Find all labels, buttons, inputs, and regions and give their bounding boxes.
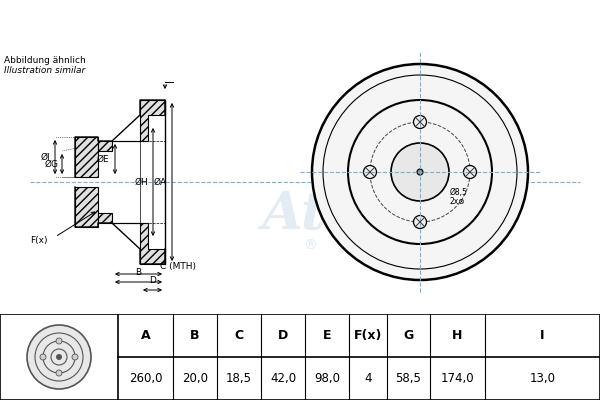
Text: 260,0: 260,0	[129, 372, 162, 385]
Text: ØE: ØE	[97, 154, 109, 164]
Text: 13,0: 13,0	[530, 372, 556, 385]
Polygon shape	[98, 213, 112, 223]
Text: B: B	[136, 268, 142, 277]
Text: B: B	[190, 329, 200, 342]
Circle shape	[40, 354, 46, 360]
Circle shape	[413, 216, 427, 228]
Text: 420187: 420187	[395, 15, 482, 35]
Circle shape	[348, 100, 492, 244]
Text: F(x): F(x)	[31, 236, 48, 244]
Text: 18,5: 18,5	[226, 372, 252, 385]
Text: 20,0: 20,0	[182, 372, 208, 385]
Circle shape	[312, 64, 528, 280]
Text: ØG: ØG	[45, 160, 59, 168]
Text: 42,0: 42,0	[270, 372, 296, 385]
Text: 98,0: 98,0	[314, 372, 340, 385]
Text: H: H	[452, 329, 463, 342]
Text: ®: ®	[303, 239, 317, 253]
Circle shape	[464, 166, 476, 178]
Circle shape	[72, 354, 78, 360]
Polygon shape	[98, 141, 112, 151]
Text: Ø8,5: Ø8,5	[450, 188, 468, 196]
Text: C (MTH): C (MTH)	[160, 262, 196, 271]
Circle shape	[323, 75, 517, 269]
Text: D: D	[149, 276, 156, 285]
Text: F(x): F(x)	[354, 329, 382, 342]
Circle shape	[364, 166, 377, 178]
Circle shape	[56, 354, 62, 360]
Circle shape	[413, 116, 427, 128]
Text: ØA: ØA	[154, 178, 167, 186]
Text: I: I	[540, 329, 545, 342]
Text: Abbildung ähnlich: Abbildung ähnlich	[4, 56, 86, 65]
Text: 4: 4	[364, 372, 372, 385]
Polygon shape	[112, 223, 165, 264]
Text: A: A	[140, 329, 151, 342]
Text: Ate: Ate	[261, 188, 359, 240]
Text: 2x⊗: 2x⊗	[450, 198, 466, 206]
Text: Illustration similar: Illustration similar	[4, 66, 85, 75]
Text: 24.0120-0187.1: 24.0120-0187.1	[130, 15, 314, 35]
Text: ØI: ØI	[40, 152, 50, 162]
Polygon shape	[112, 100, 165, 141]
Polygon shape	[75, 187, 98, 227]
Text: 174,0: 174,0	[440, 372, 475, 385]
Polygon shape	[75, 137, 98, 177]
Circle shape	[27, 325, 91, 389]
Circle shape	[417, 169, 423, 175]
Text: 58,5: 58,5	[395, 372, 421, 385]
Text: ØH: ØH	[134, 178, 148, 186]
Text: D: D	[278, 329, 288, 342]
Circle shape	[56, 338, 62, 344]
Text: G: G	[403, 329, 413, 342]
Circle shape	[56, 370, 62, 376]
Text: E: E	[323, 329, 331, 342]
Circle shape	[391, 143, 449, 201]
Text: C: C	[235, 329, 244, 342]
